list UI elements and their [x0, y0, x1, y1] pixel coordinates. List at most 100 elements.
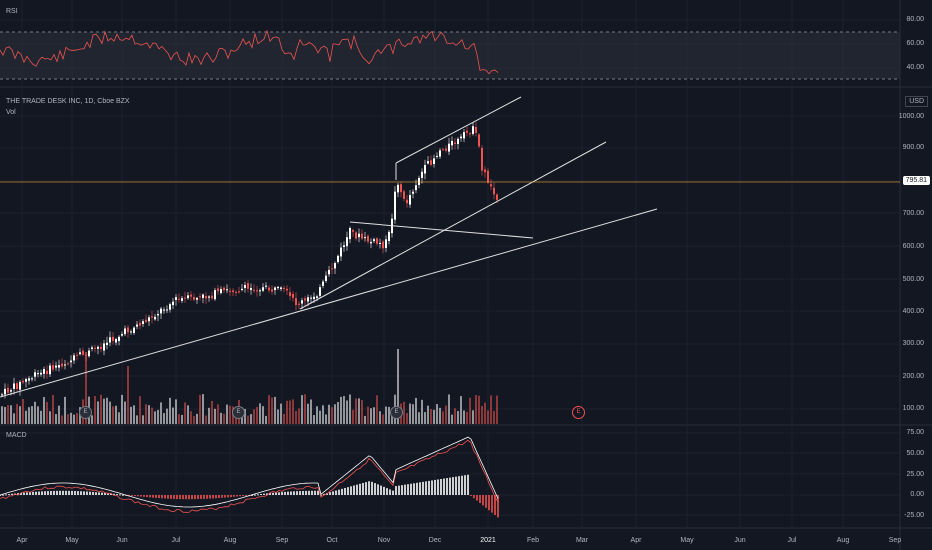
candle-body: [130, 331, 132, 333]
candle-body: [358, 233, 360, 238]
candle-body: [481, 147, 483, 171]
volume-bar: [352, 409, 354, 424]
volume-bar: [415, 397, 417, 424]
candle-body: [280, 287, 282, 289]
trendline: [349, 221, 534, 239]
volume-bar: [496, 395, 498, 424]
macd-histogram-bar: [482, 495, 484, 506]
macd-histogram-bar: [32, 491, 34, 495]
volume-bar: [133, 405, 135, 424]
candle-body: [118, 336, 120, 342]
macd-histogram-bar: [212, 495, 214, 499]
volume-bar: [322, 405, 324, 424]
macd-histogram-bar: [278, 492, 280, 495]
volume-bar: [436, 404, 438, 424]
macd-histogram-bar: [443, 478, 445, 495]
currency-badge[interactable]: USD: [905, 96, 928, 107]
candle-body: [1, 394, 3, 396]
earnings-marker[interactable]: E: [390, 406, 403, 419]
macd-histogram-bar: [281, 492, 283, 495]
macd-histogram-bar: [149, 495, 151, 498]
candle-body: [16, 383, 18, 390]
macd-histogram-bar: [362, 482, 364, 495]
macd-label: MACD: [6, 432, 27, 439]
candle-body: [202, 294, 204, 298]
macd-histogram-bar: [200, 495, 202, 499]
macd-histogram-bar: [332, 491, 334, 495]
macd-signal-line: [0, 439, 499, 513]
macd-histogram-bar: [221, 495, 223, 498]
macd-histogram-bar: [251, 494, 253, 496]
candle-body: [496, 194, 498, 200]
candle-body: [265, 285, 267, 287]
volume-bar: [463, 410, 465, 424]
volume-bar: [310, 399, 312, 424]
volume-bar: [91, 415, 93, 424]
macd-histogram-bar: [65, 490, 67, 495]
macd-histogram-bar: [404, 484, 406, 495]
candle-body: [229, 290, 231, 292]
candle-body: [136, 324, 138, 327]
volume-bar: [451, 414, 453, 424]
volume-bar: [484, 402, 486, 424]
candle-body: [271, 289, 273, 292]
earnings-marker[interactable]: E: [232, 406, 245, 419]
volume-bar: [211, 401, 213, 424]
volume-bar: [172, 407, 174, 424]
volume-bar: [160, 402, 162, 424]
x-tick: Jun: [734, 537, 746, 544]
macd-histogram-bar: [311, 490, 313, 495]
macd-histogram-bar: [308, 490, 310, 495]
volume-bar: [208, 407, 210, 424]
candle-body: [154, 316, 156, 320]
candle-body: [199, 296, 201, 298]
symbol-title[interactable]: THE TRADE DESK INC, 1D, Cboe BZX: [6, 98, 130, 105]
macd-histogram-bar: [329, 492, 331, 495]
candle-body: [250, 288, 252, 290]
candle-body: [256, 290, 258, 292]
earnings-marker-upcoming[interactable]: E: [572, 406, 585, 419]
macd-histogram-bar: [398, 485, 400, 495]
volume-bar: [349, 394, 351, 424]
candle-body: [220, 289, 222, 294]
macd-histogram-bar: [440, 479, 442, 495]
volume-bar: [34, 401, 36, 424]
candle-body: [400, 184, 402, 193]
earnings-marker[interactable]: E: [79, 406, 92, 419]
x-tick: Dec: [428, 537, 442, 544]
candle-body: [493, 187, 495, 195]
volume-bar: [202, 394, 204, 424]
volume-bar: [7, 405, 9, 424]
x-tick: May: [680, 537, 694, 544]
candle-body: [148, 317, 150, 322]
x-tick: Apr: [16, 537, 28, 544]
candle-body: [364, 237, 366, 239]
volume-bar: [460, 396, 462, 424]
volume-bar: [412, 404, 414, 424]
candle-body: [10, 390, 12, 392]
macd-histogram-bar: [371, 481, 373, 495]
volume-label[interactable]: Vol: [6, 109, 16, 116]
candle-body: [94, 347, 96, 349]
candle-body: [163, 309, 165, 311]
candle-body: [226, 289, 228, 291]
macd-histogram-bar: [152, 495, 154, 498]
volume-bar: [76, 412, 78, 424]
volume-bar: [94, 396, 96, 424]
macd-histogram-bar: [314, 490, 316, 495]
volume-bar: [70, 412, 72, 424]
candle-body: [238, 291, 240, 293]
trendline: [299, 141, 607, 310]
macd-histogram-bar: [395, 486, 397, 495]
macd-histogram-bar: [425, 481, 427, 495]
volume-bar: [358, 398, 360, 424]
macd-histogram-bar: [95, 492, 97, 495]
volume-bar: [430, 409, 432, 424]
candle-body: [409, 195, 411, 205]
volume-bar: [406, 413, 408, 424]
macd-histogram-bar: [236, 495, 238, 497]
x-tick-year: 2021: [480, 537, 496, 544]
candle-body: [274, 287, 276, 291]
volume-bar: [259, 403, 261, 424]
